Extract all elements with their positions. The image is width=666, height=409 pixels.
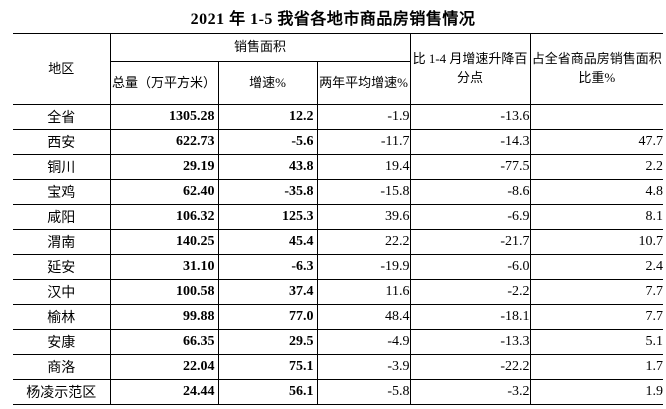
- table-header: 地区 销售面积 比 1-4 月增速升降百分点 占全省商品房销售面积比重% 总量（…: [13, 33, 663, 105]
- growth-cell: 12.2: [217, 104, 318, 130]
- region-cell: 安康: [13, 329, 111, 355]
- table-row: 商洛 22.04 75.1 -3.9 -22.2 1.7: [13, 354, 663, 380]
- total-cell: 22.04: [109, 354, 219, 380]
- share-cell: 7.7: [529, 304, 663, 330]
- growth-cell: -35.8: [217, 179, 318, 205]
- region-cell: 西安: [13, 129, 111, 155]
- column-header-region: 地区: [13, 33, 111, 105]
- share-cell: 7.7: [529, 279, 663, 305]
- vs-jan-apr-cell: -18.1: [409, 304, 531, 330]
- growth-cell: 37.4: [217, 279, 318, 305]
- region-cell: 咸阳: [13, 204, 111, 230]
- growth-cell: 125.3: [217, 204, 318, 230]
- table-row: 榆林 99.88 77.0 48.4 -18.1 7.7: [13, 304, 663, 330]
- vs-jan-apr-cell: -22.2: [409, 354, 531, 380]
- share-cell: 47.7: [529, 129, 663, 155]
- vs-jan-apr-cell: -6.0: [409, 254, 531, 280]
- sales-table: 地区 销售面积 比 1-4 月增速升降百分点 占全省商品房销售面积比重% 总量（…: [13, 33, 663, 405]
- growth-cell: 45.4: [217, 229, 318, 255]
- table-row: 全省 1305.28 12.2 -1.9 -13.6: [13, 104, 663, 130]
- region-cell: 杨凌示范区: [13, 379, 111, 405]
- region-cell: 全省: [13, 104, 111, 130]
- region-cell: 宝鸡: [13, 179, 111, 205]
- vs-jan-apr-cell: -2.2: [409, 279, 531, 305]
- vs-jan-apr-cell: -13.3: [409, 329, 531, 355]
- vs-jan-apr-cell: -21.7: [409, 229, 531, 255]
- total-cell: 140.25: [109, 229, 219, 255]
- column-header-sales-area-group: 销售面积: [109, 33, 411, 62]
- region-cell: 延安: [13, 254, 111, 280]
- share-cell: 4.8: [529, 179, 663, 205]
- share-cell: 10.7: [529, 229, 663, 255]
- growth-cell: -6.3: [217, 254, 318, 280]
- table-row: 渭南 140.25 45.4 22.2 -21.7 10.7: [13, 229, 663, 255]
- region-cell: 铜川: [13, 154, 111, 180]
- two-year-avg-cell: -3.9: [316, 354, 411, 380]
- table-row: 咸阳 106.32 125.3 39.6 -6.9 8.1: [13, 204, 663, 230]
- table-row: 西安 622.73 -5.6 -11.7 -14.3 47.7: [13, 129, 663, 155]
- two-year-avg-cell: -15.8: [316, 179, 411, 205]
- column-header-share: 占全省商品房销售面积比重%: [529, 33, 663, 105]
- column-header-total: 总量（万平方米）: [109, 61, 219, 105]
- two-year-avg-cell: -19.9: [316, 254, 411, 280]
- vs-jan-apr-cell: -6.9: [409, 204, 531, 230]
- region-cell: 渭南: [13, 229, 111, 255]
- growth-cell: 43.8: [217, 154, 318, 180]
- growth-cell: 77.0: [217, 304, 318, 330]
- two-year-avg-cell: -5.8: [316, 379, 411, 405]
- two-year-avg-cell: -4.9: [316, 329, 411, 355]
- vs-jan-apr-cell: -77.5: [409, 154, 531, 180]
- two-year-avg-cell: 22.2: [316, 229, 411, 255]
- growth-cell: 56.1: [217, 379, 318, 405]
- two-year-avg-cell: -11.7: [316, 129, 411, 155]
- share-cell: 5.1: [529, 329, 663, 355]
- column-header-two-year-avg-growth: 两年平均增速%: [316, 61, 411, 105]
- vs-jan-apr-cell: -14.3: [409, 129, 531, 155]
- header-row-2: 总量（万平方米） 增速% 两年平均增速%: [13, 61, 663, 105]
- share-cell: 2.4: [529, 254, 663, 280]
- header-row-1: 地区 销售面积 比 1-4 月增速升降百分点 占全省商品房销售面积比重%: [13, 33, 663, 105]
- table-row: 安康 66.35 29.5 -4.9 -13.3 5.1: [13, 329, 663, 355]
- total-cell: 66.35: [109, 329, 219, 355]
- total-cell: 29.19: [109, 154, 219, 180]
- total-cell: 100.58: [109, 279, 219, 305]
- region-cell: 榆林: [13, 304, 111, 330]
- table-row: 铜川 29.19 43.8 19.4 -77.5 2.2: [13, 154, 663, 180]
- table-row: 汉中 100.58 37.4 11.6 -2.2 7.7: [13, 279, 663, 305]
- share-cell: [529, 104, 663, 130]
- two-year-avg-cell: -1.9: [316, 104, 411, 130]
- total-cell: 24.44: [109, 379, 219, 405]
- page-title: 2021 年 1-5 我省各地市商品房销售情况: [190, 11, 476, 28]
- share-cell: 2.2: [529, 154, 663, 180]
- growth-cell: 29.5: [217, 329, 318, 355]
- total-cell: 62.40: [109, 179, 219, 205]
- table-row: 杨凌示范区 24.44 56.1 -5.8 -3.2 1.9: [13, 379, 663, 405]
- total-cell: 622.73: [109, 129, 219, 155]
- total-cell: 99.88: [109, 304, 219, 330]
- vs-jan-apr-cell: -3.2: [409, 379, 531, 405]
- growth-cell: 75.1: [217, 354, 318, 380]
- region-cell: 商洛: [13, 354, 111, 380]
- two-year-avg-cell: 11.6: [316, 279, 411, 305]
- two-year-avg-cell: 19.4: [316, 154, 411, 180]
- total-cell: 1305.28: [109, 104, 219, 130]
- two-year-avg-cell: 39.6: [316, 204, 411, 230]
- region-cell: 汉中: [13, 279, 111, 305]
- total-cell: 31.10: [109, 254, 219, 280]
- vs-jan-apr-cell: -13.6: [409, 104, 531, 130]
- share-cell: 1.7: [529, 354, 663, 380]
- share-cell: 8.1: [529, 204, 663, 230]
- column-header-vs-jan-apr: 比 1-4 月增速升降百分点: [409, 33, 531, 105]
- table-row: 延安 31.10 -6.3 -19.9 -6.0 2.4: [13, 254, 663, 280]
- share-cell: 1.9: [529, 379, 663, 405]
- two-year-avg-cell: 48.4: [316, 304, 411, 330]
- table-body: 全省 1305.28 12.2 -1.9 -13.6 西安 622.73 -5.…: [13, 104, 663, 405]
- table-row: 宝鸡 62.40 -35.8 -15.8 -8.6 4.8: [13, 179, 663, 205]
- growth-cell: -5.6: [217, 129, 318, 155]
- total-cell: 106.32: [109, 204, 219, 230]
- vs-jan-apr-cell: -8.6: [409, 179, 531, 205]
- column-header-growth: 增速%: [217, 61, 318, 105]
